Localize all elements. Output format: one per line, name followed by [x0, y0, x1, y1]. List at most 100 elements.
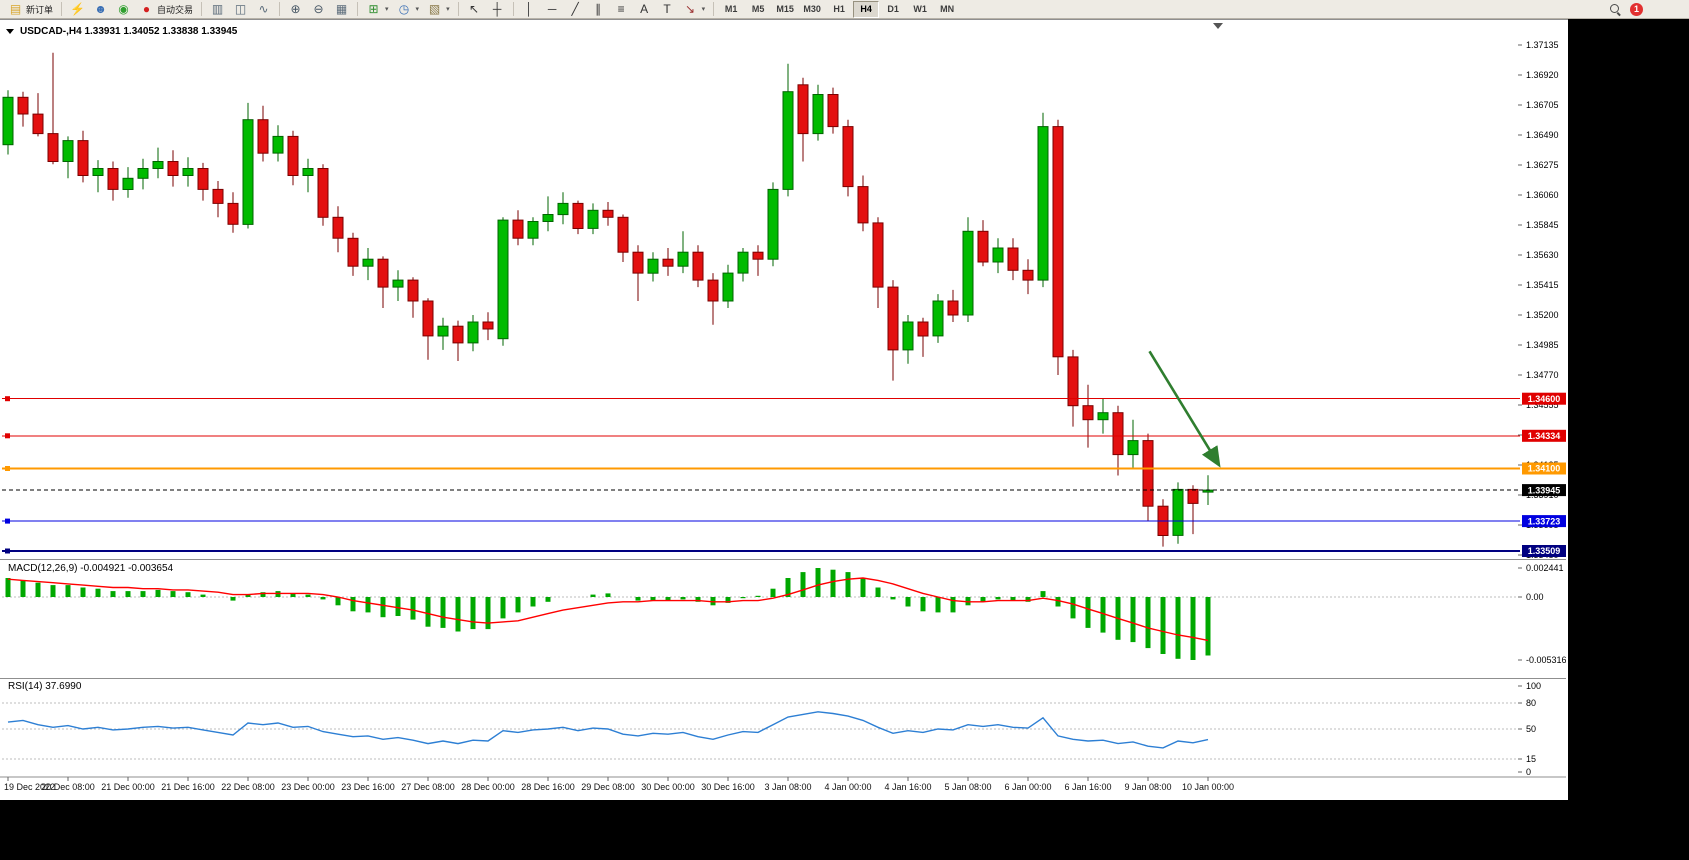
toolbar-separator — [61, 2, 63, 16]
svg-text:1.34100: 1.34100 — [1528, 464, 1561, 474]
hline-1.34334[interactable]: 1.34334 — [2, 429, 1566, 442]
svg-text:1.36705: 1.36705 — [1526, 100, 1559, 110]
dropdown-caret-icon: ▾ — [385, 6, 389, 13]
vertical-line-icon: │ — [525, 1, 533, 16]
timeframe-m30[interactable]: M30 — [803, 3, 821, 14]
svg-text:19 Dec 2022: 19 Dec 2022 — [4, 782, 55, 792]
templates-button[interactable]: ▧ ▾ — [423, 0, 454, 19]
current-price-line[interactable]: 1.33945 — [2, 484, 1566, 497]
timeframe-w1[interactable]: W1 — [913, 3, 927, 14]
support-button[interactable]: ☻ — [89, 0, 112, 19]
svg-text:1.34555: 1.34555 — [1526, 400, 1559, 410]
svg-text:1.34600: 1.34600 — [1528, 394, 1561, 404]
svg-text:27 Dec 08:00: 27 Dec 08:00 — [401, 782, 455, 792]
candles-layer — [2, 52, 1214, 547]
price-axis[interactable]: 1.37135 1.36920 1.36705 1.36490 1.36275 1.360… — [1518, 40, 1559, 560]
svg-text:50: 50 — [1526, 724, 1536, 734]
notification-badge[interactable]: 1 — [1630, 2, 1643, 16]
timeframe-h4[interactable]: H4 — [853, 0, 880, 18]
community-button[interactable]: ◉ — [112, 0, 135, 19]
search-icon[interactable] — [1609, 3, 1622, 16]
line-chart-button[interactable]: ∿ — [252, 0, 275, 19]
svg-text:10 Jan 00:00: 10 Jan 00:00 — [1182, 782, 1234, 792]
svg-text:23 Dec 16:00: 23 Dec 16:00 — [341, 782, 395, 792]
timeframe-m5[interactable]: M5 — [751, 3, 765, 14]
one-click-trading-toggle[interactable] — [6, 29, 14, 34]
trendline-icon: ╱ — [571, 1, 579, 16]
cursor-icon: ↖ — [469, 1, 480, 16]
template-icon: ▧ — [428, 1, 441, 16]
svg-text:100: 100 — [1526, 681, 1541, 691]
timeframe-m1[interactable]: M1 — [724, 3, 738, 14]
toolbar-separator — [512, 2, 514, 16]
lightning-icon: ⚡ — [70, 1, 85, 16]
timeframe-d1[interactable]: D1 — [887, 3, 899, 14]
text-button[interactable]: A — [633, 0, 656, 19]
toolbar-separator — [201, 2, 203, 16]
trend-arrow[interactable] — [1148, 350, 1221, 468]
clock-icon: ◷ — [398, 1, 410, 16]
zoom-out-button[interactable]: ⊖ — [307, 0, 330, 19]
toolbar-separator — [457, 2, 459, 16]
rsi-panel: 100 80 50 15 0 — [2, 681, 1541, 777]
svg-text:1.36920: 1.36920 — [1526, 70, 1559, 80]
new-order-button-label: 新订单 — [26, 4, 54, 15]
indicators-icon: ⊞ — [368, 1, 379, 16]
fibonacci-button[interactable]: ≡ — [610, 0, 633, 19]
hline-1.33723[interactable]: 1.33723 — [2, 515, 1566, 528]
svg-text:9 Jan 08:00: 9 Jan 08:00 — [1124, 782, 1171, 792]
tile-windows-button[interactable]: ▦ — [330, 0, 353, 19]
autotrading-icon: ● — [142, 1, 151, 16]
hline-1.34600[interactable]: 1.34600 — [2, 392, 1566, 405]
periods-button[interactable]: ◷ ▾ — [393, 0, 424, 19]
svg-text:1.36060: 1.36060 — [1526, 190, 1559, 200]
svg-text:4 Jan 16:00: 4 Jan 16:00 — [884, 782, 931, 792]
timeframe-h1[interactable]: H1 — [833, 3, 845, 14]
svg-text:30 Dec 16:00: 30 Dec 16:00 — [701, 782, 755, 792]
zoom-in-icon: ⊕ — [290, 1, 301, 16]
toolbar: ▤ 新订单 ⚡ ☻ ◉ ● 自动交易 ▥ ◫ ∿ ⊕ ⊖ ▦ ⊞ ▾ ◷ ▾ ▧ ▾ ↖ ┼ │ ─ ╱ ∥ ≡ A T ↘ ▾ M1 M5 M… — [0, 0, 1689, 19]
hline-1.34100[interactable]: 1.34100 — [2, 462, 1566, 475]
channel-button[interactable]: ∥ — [587, 0, 610, 19]
fibonacci-icon: ≡ — [617, 1, 625, 16]
timeframe-m15[interactable]: M15 — [776, 3, 794, 14]
svg-text:21 Dec 16:00: 21 Dec 16:00 — [161, 782, 215, 792]
candlestick-icon: ◫ — [234, 1, 247, 16]
headset-icon: ☻ — [94, 1, 107, 16]
hline-1.33509[interactable]: 1.33509 — [2, 545, 1566, 557]
autotrading-button[interactable]: ● 自动交易 — [135, 0, 197, 19]
signal-icon: ◉ — [118, 1, 129, 16]
vertical-line-button[interactable]: │ — [518, 0, 541, 19]
svg-text:6 Jan 00:00: 6 Jan 00:00 — [1004, 782, 1051, 792]
label-button[interactable]: T — [656, 0, 679, 19]
svg-text:28 Dec 00:00: 28 Dec 00:00 — [461, 782, 515, 792]
svg-text:-0.005316: -0.005316 — [1526, 655, 1566, 665]
channel-icon: ∥ — [595, 1, 602, 16]
horizontal-line-icon: ─ — [547, 1, 557, 16]
svg-text:0.00: 0.00 — [1526, 592, 1544, 602]
bar-chart-icon: ▥ — [211, 1, 224, 16]
timeframe-mn[interactable]: MN — [940, 3, 955, 14]
candlestick-chart[interactable]: 1.37135 1.36920 1.36705 1.36490 1.36275 1.360… — [0, 20, 1566, 799]
macd-panel: 0.002441 0.00 -0.005316 — [2, 563, 1566, 665]
horizontal-line-button[interactable]: ─ — [541, 0, 564, 19]
arrows-button[interactable]: ↘ ▾ — [679, 0, 710, 19]
toolbar-separator — [357, 2, 359, 16]
trendline-button[interactable]: ╱ — [564, 0, 587, 19]
svg-text:1.35415: 1.35415 — [1526, 280, 1559, 290]
svg-text:1.34334: 1.34334 — [1528, 431, 1561, 441]
new-order-button[interactable]: ▤ 新订单 — [4, 0, 57, 19]
zoom-out-icon: ⊖ — [313, 1, 324, 16]
cursor-button[interactable]: ↖ — [463, 0, 486, 19]
candlestick-chart-button[interactable]: ◫ — [229, 0, 252, 19]
toolbar-right-cluster: 1 — [1609, 2, 1643, 16]
metaeditor-button[interactable]: ⚡ — [66, 0, 89, 19]
bar-chart-button[interactable]: ▥ — [206, 0, 229, 19]
indicators-button[interactable]: ⊞ ▾ — [362, 0, 393, 19]
autotrading-button-label: 自动交易 — [157, 4, 194, 15]
zoom-in-button[interactable]: ⊕ — [284, 0, 307, 19]
line-chart-icon: ∿ — [258, 1, 269, 16]
crosshair-button[interactable]: ┼ — [486, 0, 509, 19]
toolbar-separator — [279, 2, 281, 16]
